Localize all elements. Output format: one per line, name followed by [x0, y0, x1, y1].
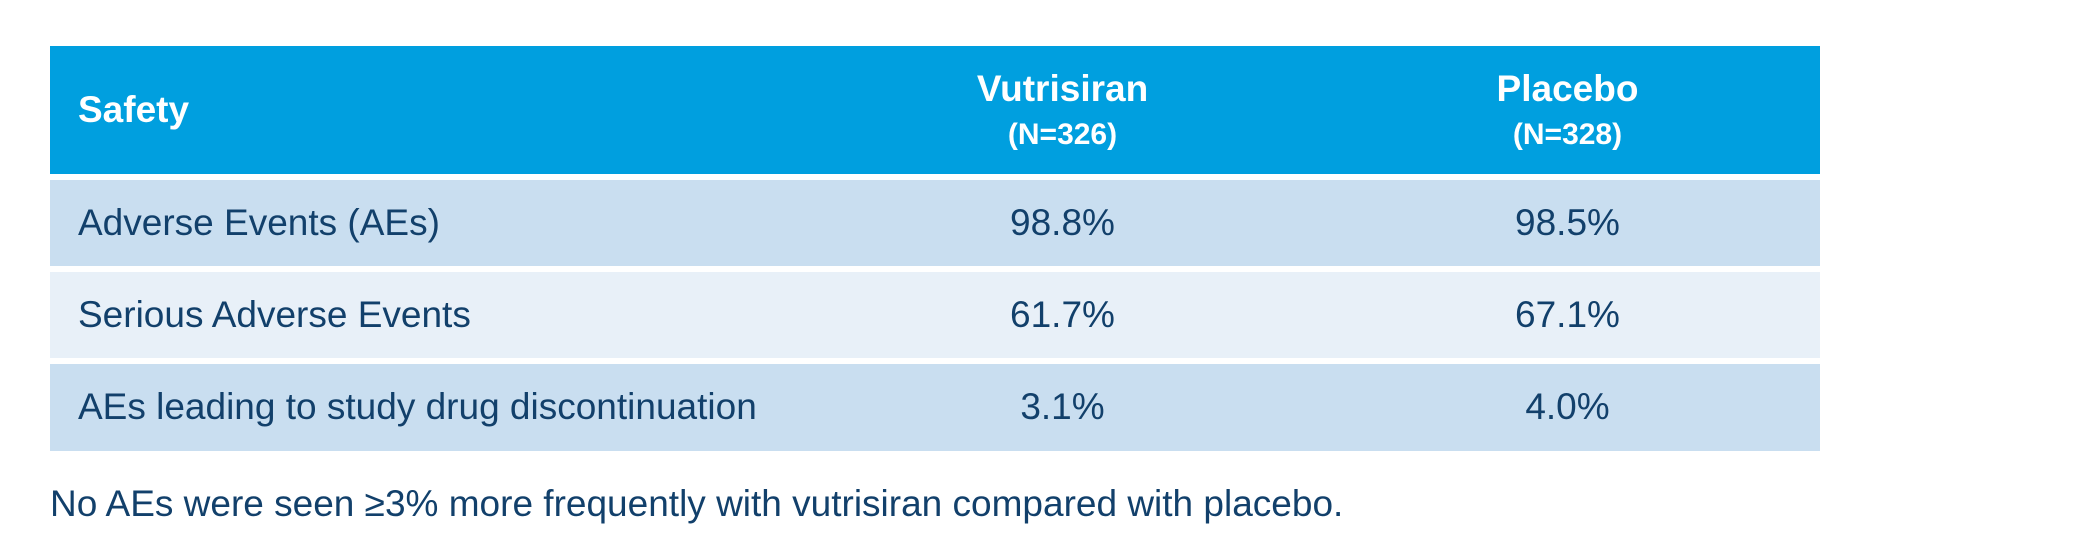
table-row: Adverse Events (AEs) 98.8% 98.5%	[50, 180, 1820, 266]
row-placebo-value: 98.5%	[1315, 180, 1820, 266]
col-header-safety-title: Safety	[78, 89, 189, 130]
safety-table-block: Safety Vutrisiran (N=326) Placebo (N=328…	[0, 0, 2080, 555]
row-placebo-value: 67.1%	[1315, 272, 1820, 358]
table-header-row: Safety Vutrisiran (N=326) Placebo (N=328…	[50, 46, 1820, 174]
row-placebo-value: 4.0%	[1315, 364, 1820, 450]
table-row: Serious Adverse Events 61.7% 67.1%	[50, 272, 1820, 358]
row-label: AEs leading to study drug discontinuatio…	[50, 364, 810, 450]
row-label: Serious Adverse Events	[50, 272, 810, 358]
safety-table: Safety Vutrisiran (N=326) Placebo (N=328…	[50, 40, 1820, 457]
row-vutrisiran-value: 61.7%	[810, 272, 1315, 358]
col-header-placebo: Placebo (N=328)	[1315, 46, 1820, 174]
col-header-placebo-n: (N=328)	[1343, 116, 1792, 154]
row-vutrisiran-value: 98.8%	[810, 180, 1315, 266]
table-row: AEs leading to study drug discontinuatio…	[50, 364, 1820, 450]
col-header-vutrisiran-title: Vutrisiran	[977, 68, 1148, 109]
row-vutrisiran-value: 3.1%	[810, 364, 1315, 450]
col-header-safety: Safety	[50, 46, 810, 174]
footnote-text: No AEs were seen ≥3% more frequently wit…	[50, 483, 2030, 525]
col-header-placebo-title: Placebo	[1497, 68, 1639, 109]
col-header-vutrisiran: Vutrisiran (N=326)	[810, 46, 1315, 174]
col-header-vutrisiran-n: (N=326)	[838, 116, 1287, 154]
row-label: Adverse Events (AEs)	[50, 180, 810, 266]
